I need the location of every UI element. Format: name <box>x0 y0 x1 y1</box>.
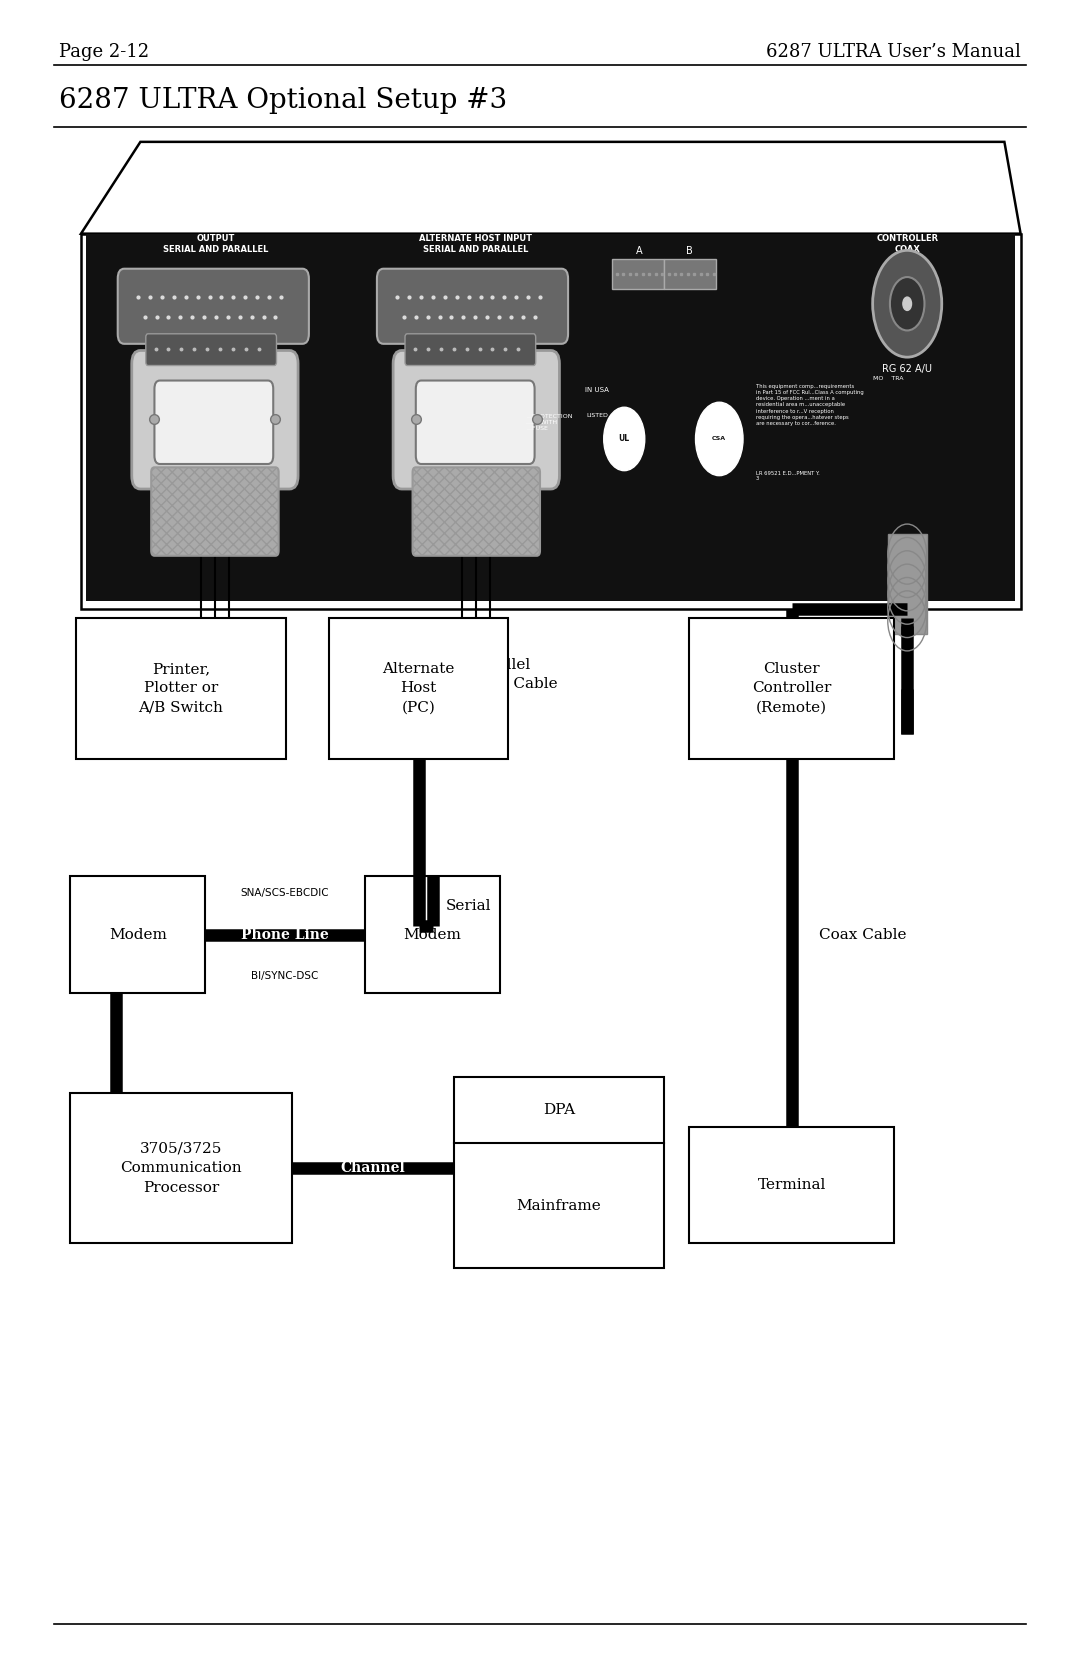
Bar <box>689 618 894 759</box>
FancyBboxPatch shape <box>151 467 279 556</box>
Text: Serial: Serial <box>446 900 491 913</box>
Polygon shape <box>81 142 1021 234</box>
FancyBboxPatch shape <box>413 467 540 556</box>
FancyBboxPatch shape <box>132 350 298 489</box>
Text: Mainframe: Mainframe <box>516 1198 602 1213</box>
Text: A: A <box>636 245 643 255</box>
Text: 3705/3725
Communication
Processor: 3705/3725 Communication Processor <box>120 1142 242 1195</box>
Text: OUTPUT
SERIAL AND PARALLEL: OUTPUT SERIAL AND PARALLEL <box>163 234 269 254</box>
FancyBboxPatch shape <box>416 381 535 464</box>
Circle shape <box>903 297 912 310</box>
Text: Printer,
Plotter or
A/B Switch: Printer, Plotter or A/B Switch <box>138 663 224 714</box>
Bar <box>454 1077 664 1268</box>
Bar <box>70 1093 292 1243</box>
Text: Coax Cable: Coax Cable <box>819 928 906 941</box>
Text: 6287 ULTRA User’s Manual: 6287 ULTRA User’s Manual <box>766 43 1021 62</box>
Bar <box>664 259 716 289</box>
Text: ALTERNATE HOST INPUT
SERIAL AND PARALLEL: ALTERNATE HOST INPUT SERIAL AND PARALLEL <box>419 234 531 254</box>
Text: CSA: CSA <box>712 437 727 441</box>
Bar <box>612 259 664 289</box>
Bar <box>365 876 500 993</box>
FancyBboxPatch shape <box>118 269 309 344</box>
Bar <box>81 234 1021 609</box>
Text: B: B <box>686 245 692 255</box>
Bar <box>329 618 508 759</box>
Text: MO    TRA: MO TRA <box>873 376 903 381</box>
FancyBboxPatch shape <box>146 334 276 366</box>
Circle shape <box>696 402 743 476</box>
Text: Alternate
Host
(PC): Alternate Host (PC) <box>382 663 455 714</box>
Bar <box>86 234 1015 601</box>
FancyBboxPatch shape <box>377 269 568 344</box>
Text: Coax Cable
(5000’ Maximum): Coax Cable (5000’ Maximum) <box>752 638 890 671</box>
Bar <box>888 534 927 634</box>
Text: UL: UL <box>619 434 630 444</box>
Text: DPA: DPA <box>543 1103 575 1117</box>
Circle shape <box>604 407 645 471</box>
Text: Modem: Modem <box>109 928 166 941</box>
Text: SNA/SCS-EBCDIC: SNA/SCS-EBCDIC <box>241 888 329 898</box>
FancyBboxPatch shape <box>154 381 273 464</box>
Text: AGILE
Serial/Parallel
Alternate Host Cable: AGILE Serial/Parallel Alternate Host Cab… <box>395 638 557 691</box>
Text: ...PROTECTION
...LY WITH
...FUSE: ...PROTECTION ...LY WITH ...FUSE <box>526 414 572 431</box>
Circle shape <box>890 277 924 330</box>
Text: IN USA: IN USA <box>585 387 609 394</box>
Text: BI/SYNC-DSC: BI/SYNC-DSC <box>252 971 319 981</box>
Text: Page 2-12: Page 2-12 <box>59 43 149 62</box>
Text: CONTROLLER
COAX: CONTROLLER COAX <box>876 234 939 254</box>
FancyBboxPatch shape <box>405 334 536 366</box>
Bar <box>76 618 286 759</box>
Text: LR 69521 E.D...PMENT Y.
3: LR 69521 E.D...PMENT Y. 3 <box>756 471 820 481</box>
Text: This equipment comp...requirements
in Part 15 of FCC Rul...Class A computing
dev: This equipment comp...requirements in Pa… <box>756 384 864 426</box>
Text: LISTED: LISTED <box>586 414 608 419</box>
Text: Modem: Modem <box>404 928 461 941</box>
Text: AGILE
Serial/Parallel
Printer Cable: AGILE Serial/Parallel Printer Cable <box>160 638 270 691</box>
Bar <box>70 876 205 993</box>
Text: RG 62 A/U: RG 62 A/U <box>882 364 932 374</box>
Circle shape <box>873 250 942 357</box>
Bar <box>689 1127 894 1243</box>
Text: Cluster
Controller
(Remote): Cluster Controller (Remote) <box>752 663 832 714</box>
FancyBboxPatch shape <box>393 350 559 489</box>
Text: Channel: Channel <box>340 1162 405 1175</box>
Text: Terminal: Terminal <box>757 1178 826 1192</box>
Text: 6287 ULTRA Optional Setup #3: 6287 ULTRA Optional Setup #3 <box>59 87 508 113</box>
Text: Phone Line: Phone Line <box>241 928 329 941</box>
